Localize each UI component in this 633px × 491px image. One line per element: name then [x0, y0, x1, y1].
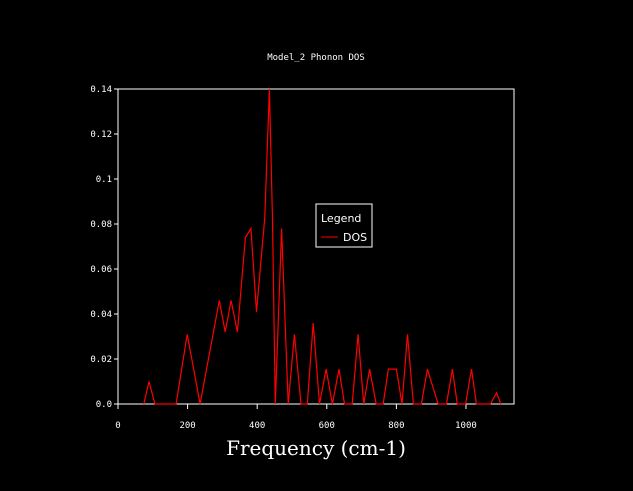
y-tick-label: 0.14 — [90, 85, 112, 95]
plot-frame — [117, 88, 515, 405]
series-line-dos — [143, 88, 502, 405]
legend-title: Legend — [321, 212, 361, 225]
x-tick-label: 400 — [249, 421, 265, 431]
y-tick-label: 0.12 — [90, 130, 112, 140]
y-tick-label: 0.08 — [90, 220, 112, 230]
chart-title: Model_2 Phonon DOS — [267, 53, 365, 63]
legend: Legend DOS — [315, 203, 373, 248]
y-tick-label: 0.06 — [90, 265, 112, 275]
legend-box — [315, 203, 373, 248]
x-tick-label: 0 — [115, 421, 120, 431]
y-tick-label: 0.02 — [90, 355, 112, 365]
x-tick-label: 1000 — [455, 421, 477, 431]
y-tick-label: 0.0 — [96, 400, 112, 410]
y-tick-label: 0.1 — [96, 175, 112, 185]
x-tick-label: 600 — [319, 421, 335, 431]
x-tick-label: 200 — [179, 421, 195, 431]
x-tick-label: 800 — [388, 421, 404, 431]
y-tick-label: 0.04 — [90, 310, 112, 320]
legend-entry-dos: DOS — [343, 231, 367, 244]
x-axis-label: Frequency (cm-1) — [226, 436, 406, 460]
